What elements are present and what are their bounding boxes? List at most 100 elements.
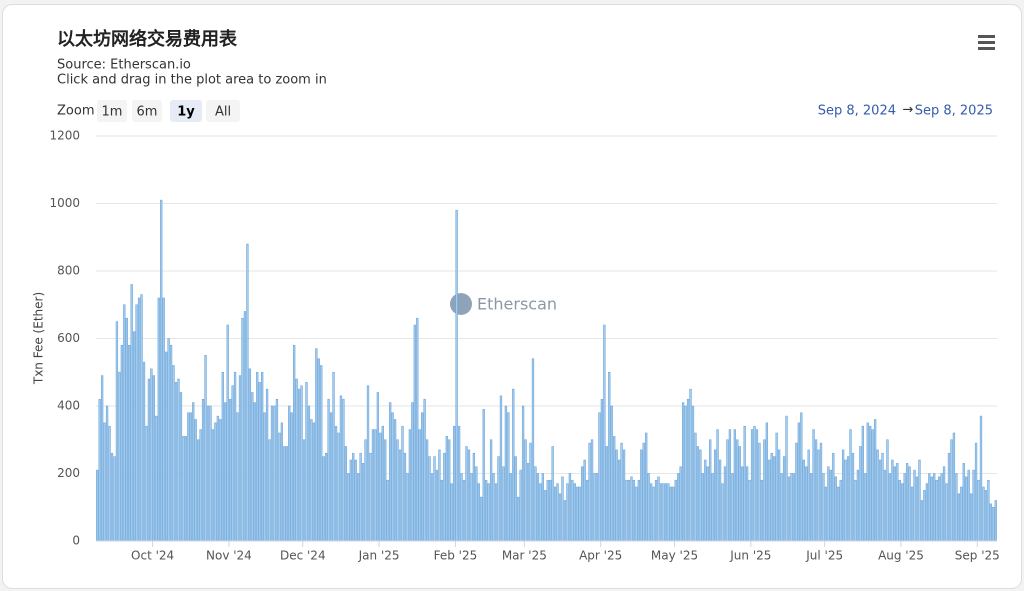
bar bbox=[829, 469, 832, 542]
bar bbox=[659, 483, 663, 542]
bar bbox=[861, 425, 864, 542]
bar bbox=[613, 436, 616, 542]
bar bbox=[507, 412, 510, 542]
bar bbox=[578, 486, 581, 542]
bar bbox=[470, 473, 473, 542]
bar bbox=[696, 446, 700, 542]
bar bbox=[152, 375, 156, 542]
bar bbox=[322, 456, 325, 542]
bar bbox=[342, 398, 345, 542]
bar bbox=[549, 479, 552, 542]
zoom-button-bg[interactable] bbox=[97, 100, 127, 122]
bar bbox=[563, 500, 567, 542]
bar bbox=[726, 439, 729, 542]
bar bbox=[583, 459, 586, 542]
bar bbox=[211, 429, 215, 542]
bar bbox=[930, 476, 933, 542]
bar bbox=[664, 483, 668, 542]
bar bbox=[366, 385, 370, 542]
zoom-button[interactable]: All bbox=[215, 105, 231, 120]
bar bbox=[854, 479, 857, 542]
bar bbox=[460, 473, 463, 542]
bar bbox=[174, 382, 178, 542]
bar bbox=[317, 358, 320, 542]
bar bbox=[462, 479, 466, 542]
bar bbox=[709, 439, 712, 542]
bar bbox=[896, 463, 899, 542]
bar bbox=[745, 466, 749, 542]
bar bbox=[923, 490, 926, 542]
bar bbox=[893, 466, 896, 542]
bar bbox=[416, 317, 419, 542]
bar bbox=[494, 483, 498, 542]
bar bbox=[846, 456, 850, 542]
range-to[interactable]: Sep 8, 2025 bbox=[915, 104, 993, 119]
bar bbox=[645, 432, 648, 542]
bar bbox=[849, 429, 852, 542]
range-separator: → bbox=[903, 103, 914, 118]
bar bbox=[608, 371, 611, 542]
bar bbox=[544, 490, 547, 542]
bar bbox=[485, 479, 488, 542]
bar bbox=[792, 473, 796, 542]
bar bbox=[332, 371, 335, 542]
bar bbox=[320, 365, 323, 542]
bar bbox=[384, 439, 387, 542]
bar bbox=[595, 473, 599, 542]
bar bbox=[179, 392, 183, 542]
bar bbox=[393, 419, 397, 542]
bar bbox=[598, 412, 601, 542]
bar bbox=[844, 459, 847, 542]
bar bbox=[711, 473, 714, 542]
bar bbox=[940, 473, 943, 542]
bar bbox=[886, 439, 889, 542]
bar bbox=[731, 473, 734, 542]
bar bbox=[283, 446, 286, 542]
zoom-button-bg[interactable] bbox=[206, 100, 240, 122]
zoom-button[interactable]: 1y bbox=[177, 105, 195, 120]
bar bbox=[869, 425, 872, 542]
bar bbox=[315, 348, 318, 542]
zoom-button-bg[interactable] bbox=[170, 100, 202, 122]
zoom-button[interactable]: 6m bbox=[137, 105, 158, 120]
bar bbox=[765, 422, 768, 542]
bar bbox=[273, 405, 276, 542]
menu-bar bbox=[978, 41, 995, 44]
bar bbox=[952, 432, 956, 542]
bar bbox=[864, 473, 867, 542]
bar bbox=[691, 405, 695, 542]
bar bbox=[531, 358, 535, 542]
bar bbox=[610, 405, 613, 542]
menu-button[interactable] bbox=[978, 35, 995, 50]
bar bbox=[770, 452, 773, 542]
bar bbox=[285, 446, 288, 542]
bar bbox=[265, 388, 269, 542]
range-from[interactable]: Sep 8, 2024 bbox=[818, 104, 896, 119]
bar bbox=[950, 439, 953, 542]
bar bbox=[649, 483, 653, 542]
bar bbox=[871, 429, 874, 542]
bar bbox=[585, 479, 589, 542]
bar bbox=[261, 371, 264, 542]
bar bbox=[881, 452, 884, 542]
bar bbox=[797, 422, 800, 542]
bar bbox=[457, 425, 461, 542]
bar bbox=[229, 398, 232, 542]
bar bbox=[834, 476, 837, 542]
bar bbox=[553, 486, 557, 542]
bar bbox=[982, 486, 985, 542]
bar bbox=[357, 473, 360, 542]
zoom-label: Zoom bbox=[57, 104, 94, 119]
bar bbox=[110, 452, 114, 542]
y-tick-label: 0 bbox=[72, 534, 80, 548]
zoom-button-bg[interactable] bbox=[132, 100, 162, 122]
bar bbox=[805, 466, 808, 542]
bar bbox=[307, 405, 311, 542]
bar bbox=[231, 385, 234, 542]
bar bbox=[339, 395, 343, 542]
bar bbox=[347, 473, 350, 542]
bar bbox=[334, 425, 338, 542]
zoom-button[interactable]: 1m bbox=[102, 105, 123, 120]
bar bbox=[147, 378, 151, 542]
bar bbox=[935, 479, 938, 542]
